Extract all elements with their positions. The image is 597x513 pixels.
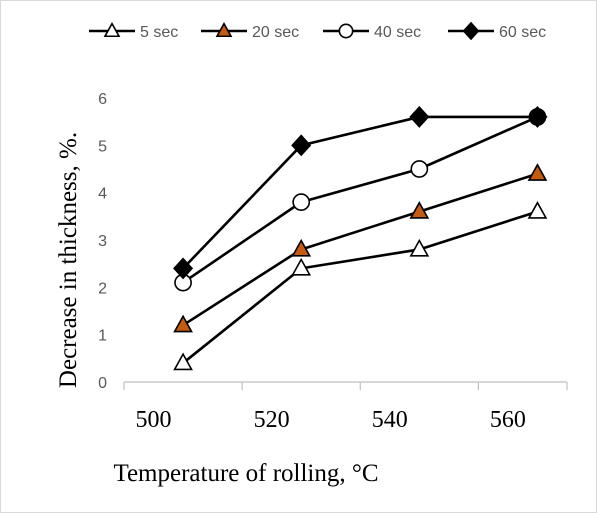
- data-point: [173, 257, 194, 280]
- y-tick-label: 3: [98, 233, 107, 250]
- data-point: [291, 257, 312, 276]
- legend-label: 5 sec: [140, 24, 178, 41]
- data-point: [409, 105, 430, 128]
- data-point: [173, 352, 193, 371]
- data-point: [527, 105, 548, 128]
- y-tick-label: 5: [98, 138, 107, 155]
- data-point: [292, 193, 311, 212]
- x-axis-title: Temperature of rolling, °C: [113, 460, 378, 487]
- legend: 5 sec 20 sec 40 sec 60 sec: [89, 21, 546, 41]
- x-axis: 500 520 540 560: [123, 381, 568, 433]
- y-axis-title: Decrease in thickness, %.: [55, 132, 82, 388]
- legend-marker: [338, 23, 354, 39]
- series-line: [182, 210, 538, 365]
- data-point: [409, 238, 430, 257]
- series-line: [182, 172, 538, 327]
- x-tick-label: 520: [254, 407, 290, 433]
- y-tick-label: 1: [98, 328, 107, 345]
- data-point: [409, 201, 430, 219]
- data-point: [291, 134, 312, 157]
- y-tick-label: 0: [98, 375, 107, 392]
- x-tick-label: 500: [136, 407, 172, 433]
- legend-marker: [462, 21, 480, 41]
- legend-label: 20 sec: [252, 24, 299, 41]
- data-point: [410, 160, 429, 178]
- data-point: [527, 201, 548, 219]
- data-point: [527, 163, 548, 181]
- y-axis-ticks: 0 1 2 3 4 5 6: [98, 91, 107, 392]
- series-line: [182, 115, 538, 270]
- series-markers: [173, 105, 548, 371]
- y-tick-label: 6: [98, 91, 107, 108]
- x-tick-label: 540: [372, 407, 408, 433]
- series-lines: [182, 115, 538, 365]
- data-point: [291, 238, 312, 257]
- series-line: [182, 115, 538, 284]
- legend-label: 40 sec: [374, 24, 421, 41]
- legend-marker: [103, 22, 121, 38]
- y-tick-label: 4: [98, 186, 107, 203]
- legend-label: 60 sec: [499, 24, 546, 41]
- legend-marker: [215, 22, 233, 38]
- data-point: [173, 314, 193, 333]
- y-tick-label: 2: [98, 280, 107, 297]
- x-tick-label: 560: [490, 407, 526, 433]
